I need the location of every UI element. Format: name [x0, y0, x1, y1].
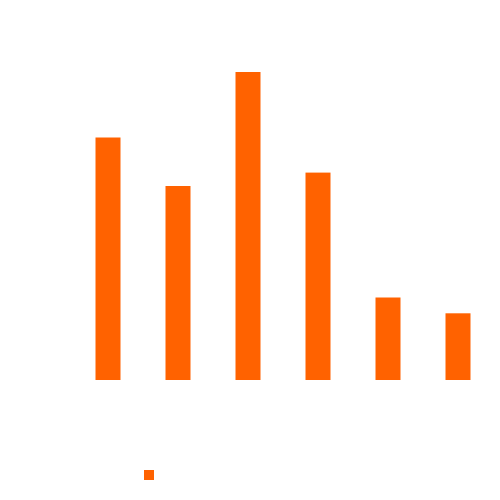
legend: [144, 470, 154, 480]
bar-3: [235, 72, 261, 380]
bar-4: [305, 172, 331, 380]
bars-group: [95, 72, 471, 380]
legend-swatch: [144, 470, 154, 480]
bar-1: [95, 137, 121, 380]
bar-6: [445, 313, 471, 380]
bar-2: [165, 186, 191, 380]
bar-5: [375, 297, 401, 380]
